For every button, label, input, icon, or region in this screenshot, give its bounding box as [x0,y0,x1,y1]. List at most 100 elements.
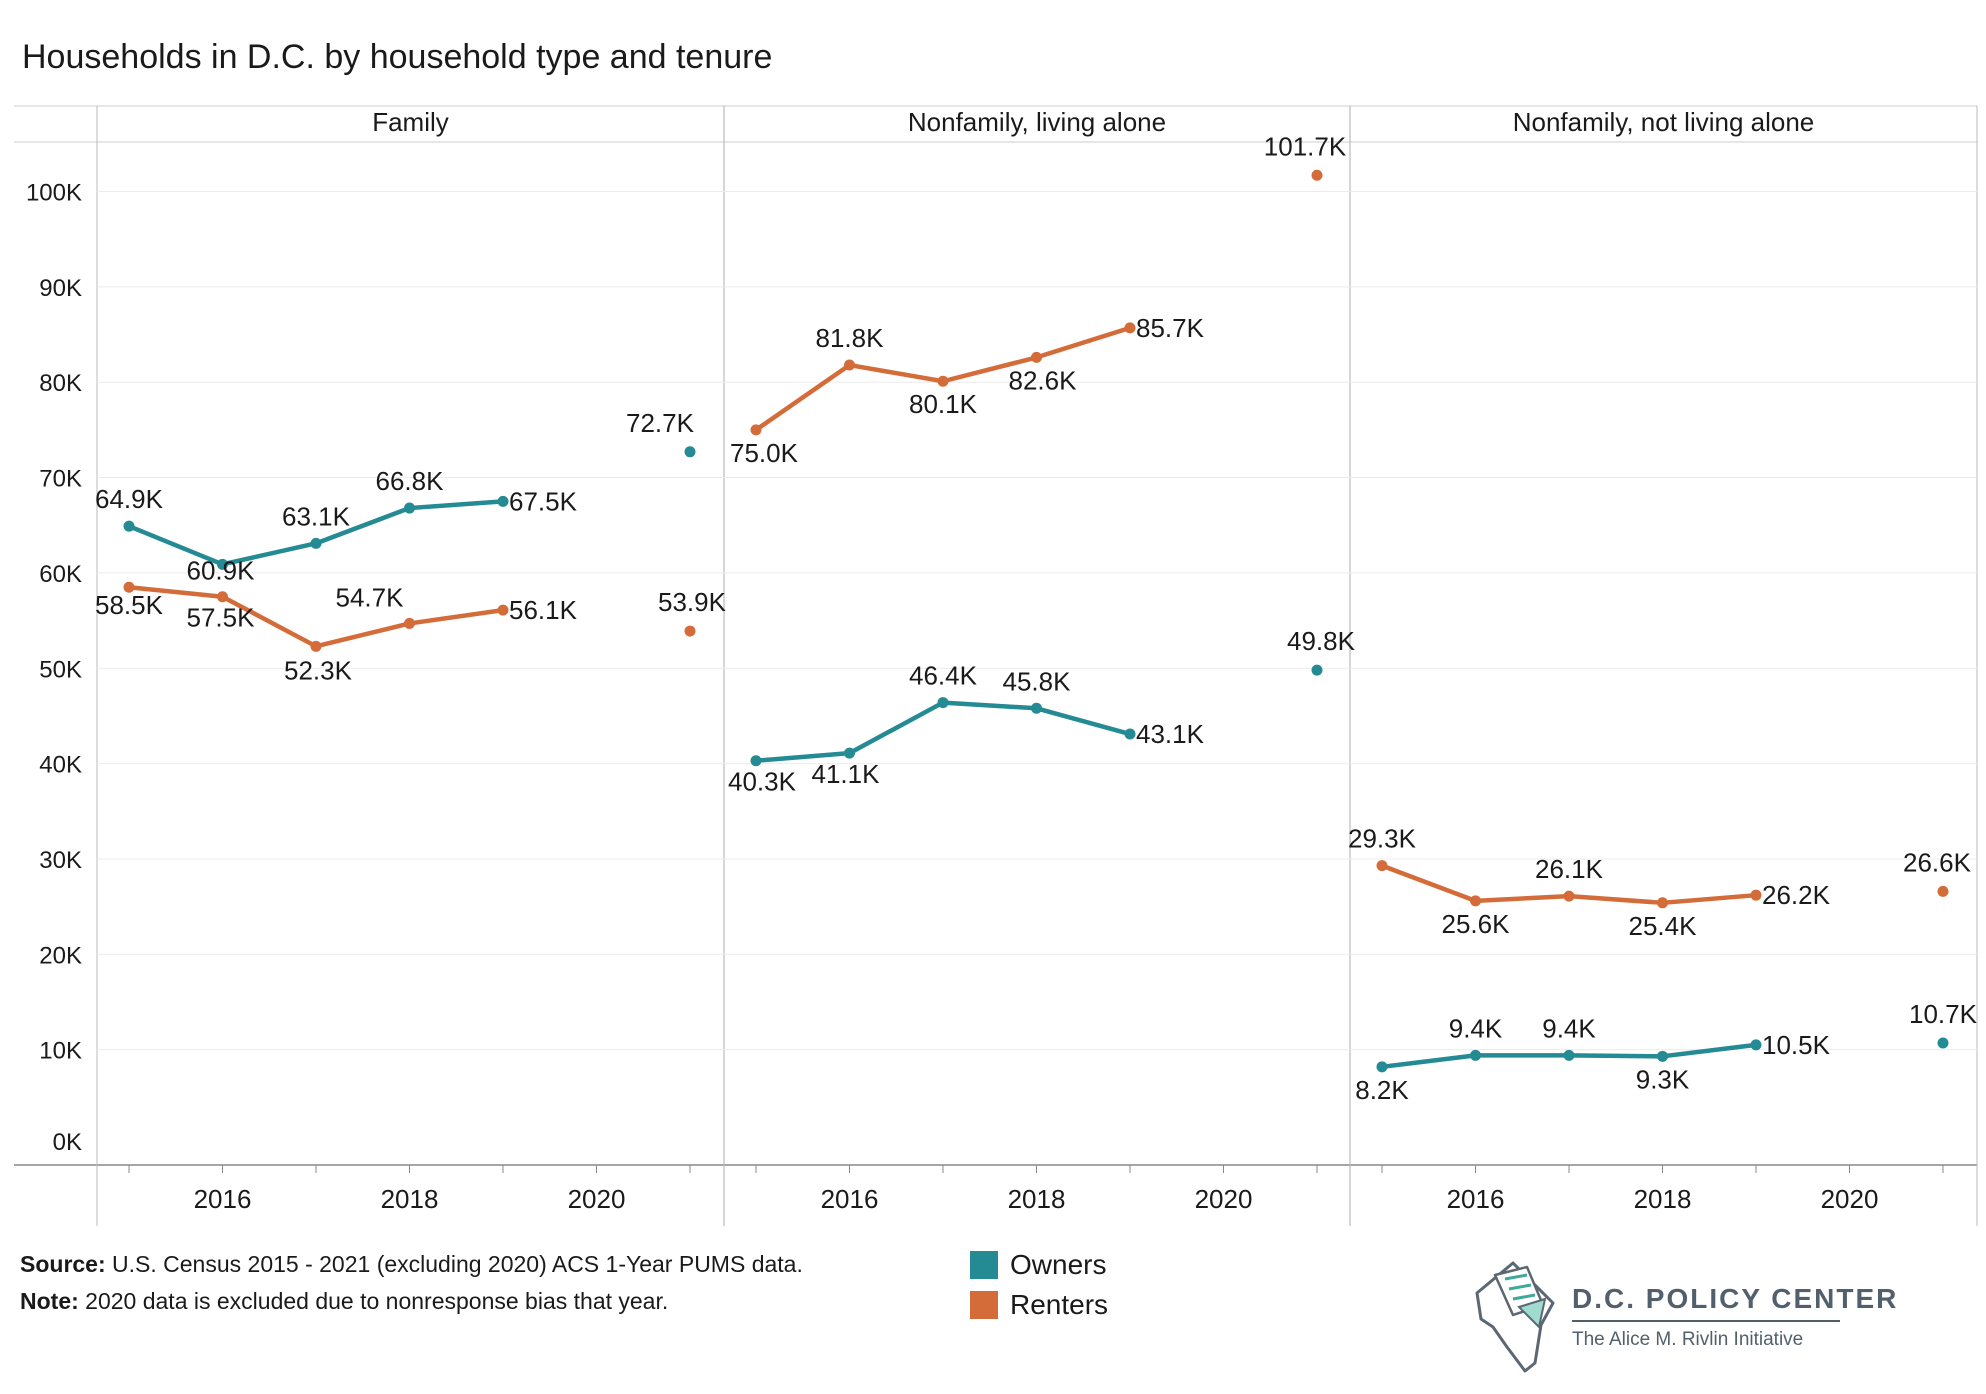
panel-header-nonfamily-living-alone: Nonfamily, living alone [908,107,1166,137]
data-label-nonfamily-not-living-alone-owners-2019: 10.5K [1762,1030,1831,1060]
y-tick-label-70k: 70K [39,466,82,493]
point-family-owners-2018 [404,502,415,514]
legend: Owners Renters [970,1245,1108,1325]
data-label-nonfamily-living-alone-owners-2017: 46.4K [909,661,978,691]
data-label-family-owners-2017: 63.1K [282,501,351,531]
x-tick-label-nonfamily-not-living-alone-2016: 2016 [1447,1184,1505,1214]
y-tick-label-0k: 0K [53,1129,82,1156]
point-nonfamily-not-living-alone-renters-2019 [1750,889,1762,901]
chart-title: Households in D.C. by household type and… [22,38,772,76]
point-nonfamily-living-alone-owners-2019 [1124,728,1136,740]
data-label-nonfamily-living-alone-owners-2019: 43.1K [1136,719,1205,749]
point-nonfamily-not-living-alone-owners-2015 [1376,1061,1388,1073]
dc-map-icon [1475,1261,1555,1373]
y-tick-label-50k: 50K [39,656,82,683]
point-nonfamily-living-alone-renters-2017 [937,375,949,387]
series-line-nonfamily-living-alone-owners [753,700,1133,763]
owners-swatch [970,1251,998,1279]
data-label-family-renters-2015: 58.5K [95,590,164,620]
data-label-nonfamily-not-living-alone-renters-2017: 26.1K [1535,854,1604,884]
y-tick-label-90k: 90K [39,275,82,302]
logo-divider [1572,1320,1840,1322]
data-label-nonfamily-living-alone-renters-2019: 85.7K [1136,313,1205,343]
point-nonfamily-living-alone-owners-2021 [1311,664,1323,676]
x-tick-label-family-2020: 2020 [568,1184,626,1214]
legend-item-renters: Renters [970,1285,1108,1325]
point-nonfamily-not-living-alone-renters-2021 [1937,885,1949,897]
x-tick-label-nonfamily-not-living-alone-2020: 2020 [1821,1184,1879,1214]
data-label-family-owners-2018: 66.8K [376,466,445,496]
point-family-owners-2019 [497,495,509,507]
point-family-owners-2017 [310,537,322,549]
data-label-family-owners-2015: 64.9K [95,484,164,514]
data-label-family-renters-2016: 57.5K [187,603,256,633]
data-label-nonfamily-not-living-alone-renters-2021: 26.6K [1903,847,1972,877]
point-nonfamily-not-living-alone-owners-2021 [1937,1037,1949,1049]
note-label: Note: [20,1288,79,1314]
point-nonfamily-living-alone-owners-2017 [937,697,949,709]
series-line-family-renters [126,584,506,649]
x-tick-label-nonfamily-living-alone-2016: 2016 [821,1184,879,1214]
data-label-nonfamily-not-living-alone-owners-2018: 9.3K [1636,1064,1690,1094]
data-label-nonfamily-not-living-alone-renters-2018: 25.4K [1629,911,1698,941]
point-nonfamily-living-alone-renters-2021 [1311,169,1323,181]
y-tick-label-80k: 80K [39,370,82,397]
y-tick-label-60k: 60K [39,561,82,588]
data-label-nonfamily-not-living-alone-owners-2016: 9.4K [1449,1013,1503,1043]
dc-policy-center-logo: D.C. POLICY CENTER The Alice M. Rivlin I… [1465,1255,1896,1375]
data-label-nonfamily-not-living-alone-owners-2015: 8.2K [1355,1075,1409,1105]
panel-header-family: Family [372,107,449,137]
note-text: 2020 data is excluded due to nonresponse… [85,1288,669,1314]
point-nonfamily-not-living-alone-renters-2018 [1657,897,1668,909]
legend-label-renters: Renters [1010,1289,1109,1320]
point-family-owners-2021 [684,446,696,458]
logo-name: D.C. POLICY CENTER [1572,1283,1899,1314]
x-tick-label-nonfamily-not-living-alone-2018: 2018 [1634,1184,1692,1214]
source-label: Source: [20,1251,106,1277]
point-family-renters-2016 [217,591,228,603]
data-label-nonfamily-not-living-alone-owners-2017: 9.4K [1542,1013,1596,1043]
data-marks [123,169,1949,1073]
point-family-renters-2015 [123,581,135,593]
panel-headers: Family Nonfamily, living alone Nonfamily, … [372,107,1814,137]
data-label-nonfamily-living-alone-renters-2016: 81.8K [816,323,885,353]
point-family-renters-2021 [684,625,696,637]
data-label-nonfamily-not-living-alone-owners-2021: 10.7K [1909,999,1978,1029]
y-axis: 0K 10K 20K 30K 40K 50K 60K 70K 80K 90K 100K [26,180,82,1157]
point-nonfamily-not-living-alone-renters-2016 [1470,895,1481,907]
data-label-nonfamily-living-alone-owners-2016: 41.1K [812,759,881,789]
data-label-nonfamily-living-alone-owners-2021: 49.8K [1287,626,1356,656]
data-label-family-owners-2021: 72.7K [626,408,695,438]
note-line: Note: 2020 data is excluded due to nonre… [20,1283,803,1320]
point-nonfamily-not-living-alone-owners-2019 [1750,1039,1762,1051]
point-nonfamily-not-living-alone-owners-2017 [1563,1049,1575,1061]
data-label-nonfamily-not-living-alone-renters-2015: 29.3K [1348,824,1417,854]
data-label-nonfamily-living-alone-owners-2018: 45.8K [1003,666,1072,696]
y-tick-label-40k: 40K [39,752,82,779]
point-family-owners-2016 [217,558,228,570]
point-nonfamily-living-alone-owners-2016 [844,747,855,759]
data-label-family-owners-2016: 60.9K [187,555,256,585]
point-family-renters-2017 [310,640,322,652]
data-label-nonfamily-not-living-alone-renters-2019: 26.2K [1762,880,1831,910]
y-tick-label-20k: 20K [39,942,82,969]
legend-label-owners: Owners [1010,1249,1107,1280]
x-axis: 2016 2018 2020 2016 2018 2020 2016 2018 2020 [128,1165,1944,1214]
logo-subtitle: The Alice M. Rivlin Initiative [1572,1329,1804,1350]
renters-swatch [970,1291,998,1319]
point-family-renters-2018 [404,617,415,629]
point-nonfamily-living-alone-renters-2019 [1124,322,1136,334]
panel-header-nonfamily-not-living-alone: Nonfamily, not living alone [1513,107,1815,137]
data-label-family-renters-2021: 53.9K [658,587,727,617]
point-nonfamily-living-alone-owners-2018 [1031,702,1042,714]
point-nonfamily-living-alone-renters-2016 [844,359,855,371]
point-nonfamily-not-living-alone-owners-2018 [1657,1050,1668,1062]
data-label-family-renters-2018: 54.7K [336,582,405,612]
data-label-nonfamily-living-alone-renters-2018: 82.6K [1009,365,1078,395]
data-label-nonfamily-living-alone-renters-2017: 80.1K [909,389,978,419]
x-tick-label-nonfamily-living-alone-2018: 2018 [1008,1184,1066,1214]
x-tick-label-family-2018: 2018 [381,1184,439,1214]
point-nonfamily-not-living-alone-renters-2017 [1563,890,1575,902]
data-label-nonfamily-living-alone-owners-2015: 40.3K [728,767,797,797]
